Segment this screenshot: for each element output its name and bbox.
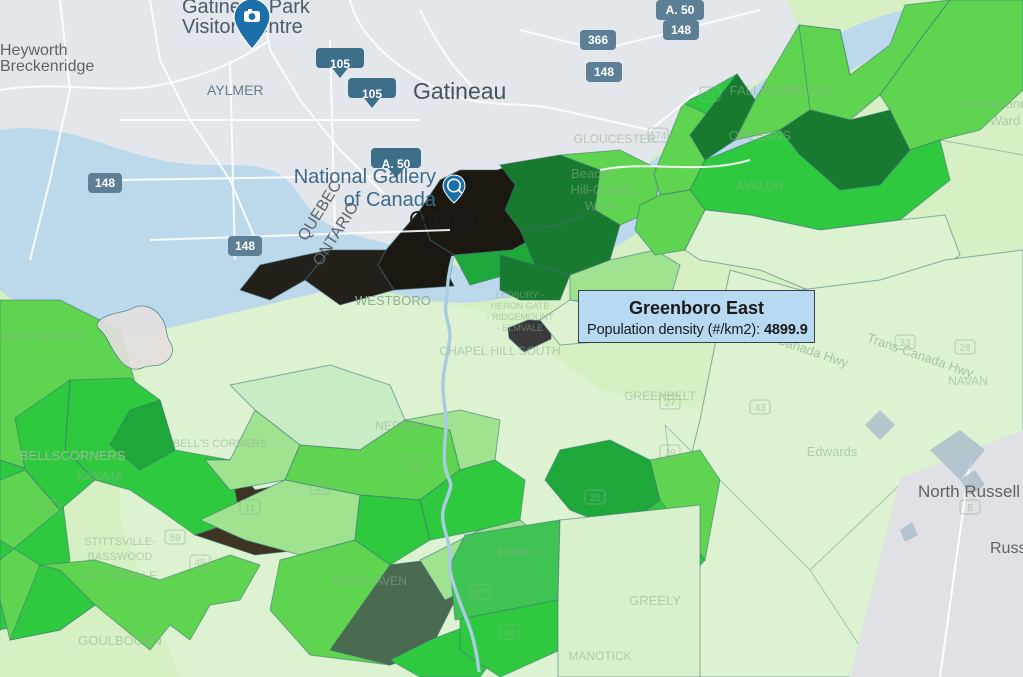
svg-text:11: 11 — [245, 503, 256, 514]
svg-text:8: 8 — [967, 503, 973, 514]
svg-text:A. 50: A. 50 — [666, 3, 695, 17]
svg-text:GREENBELT: GREENBELT — [624, 389, 696, 403]
svg-text:GLOUCESTER: GLOUCESTER — [574, 132, 657, 146]
svg-text:CHAPEL HILL SOUTH: CHAPEL HILL SOUTH — [439, 344, 560, 358]
svg-text:BARRHAVEN: BARRHAVEN — [333, 574, 407, 588]
svg-text:ORLEANS: ORLEANS — [729, 128, 791, 143]
svg-text:54: 54 — [504, 628, 516, 639]
svg-text:59: 59 — [169, 533, 181, 544]
svg-text:A. 50: A. 50 — [382, 157, 411, 171]
svg-text:Ward: Ward — [990, 113, 1021, 128]
svg-text:MANOTICK: MANOTICK — [568, 649, 631, 663]
svg-text:17: 17 — [409, 458, 421, 469]
svg-text:Beacon: Beacon — [571, 166, 615, 181]
svg-text:105: 105 — [330, 57, 350, 71]
svg-text:28: 28 — [959, 343, 971, 354]
svg-text:43: 43 — [754, 403, 766, 414]
svg-text:19: 19 — [664, 448, 676, 459]
svg-text:49: 49 — [194, 558, 206, 569]
svg-text:BELL'S CORNERS: BELL'S CORNERS — [173, 438, 267, 450]
svg-text:37: 37 — [474, 588, 486, 599]
svg-text:LEDBURY -: LEDBURY - — [496, 290, 544, 300]
svg-text:Hill-Cyrville: Hill-Cyrville — [571, 182, 636, 197]
svg-text:Cumberland: Cumberland — [957, 96, 1023, 111]
svg-text:- RIDGEMOUNT: - RIDGEMOUNT — [487, 312, 554, 322]
svg-text:Fisher: Fisher — [498, 545, 531, 559]
svg-text:148: 148 — [671, 23, 691, 37]
svg-text:61: 61 — [44, 503, 56, 514]
svg-text:33: 33 — [899, 338, 911, 349]
svg-text:BASSWOOD: BASSWOOD — [88, 551, 153, 563]
svg-text:KANATA: KANATA — [77, 469, 123, 483]
svg-text:- ELMVALE: - ELMVALE — [497, 323, 543, 333]
svg-text:GREELY: GREELY — [629, 593, 681, 608]
svg-text:NEPEAN: NEPEAN — [375, 419, 424, 433]
svg-text:57: 57 — [704, 90, 716, 101]
svg-text:148: 148 — [95, 176, 115, 190]
svg-text:SOUTH MARCH: SOUTH MARCH — [0, 329, 85, 343]
svg-text:Ward: Ward — [585, 198, 616, 213]
svg-text:105: 105 — [362, 87, 382, 101]
svg-text:STITTSVILLE-: STITTSVILLE- — [84, 536, 156, 548]
svg-text:HERON GATE: HERON GATE — [491, 301, 550, 311]
svg-text:AVALON: AVALON — [737, 179, 784, 193]
svg-text:STITTSVILLE: STITTSVILLE — [83, 569, 157, 583]
svg-text:13: 13 — [314, 483, 326, 494]
svg-text:366: 366 — [588, 33, 608, 47]
svg-text:Edwards: Edwards — [807, 444, 858, 459]
svg-text:148: 148 — [594, 65, 614, 79]
svg-text:25: 25 — [589, 493, 601, 504]
svg-text:NAVAN: NAVAN — [948, 374, 988, 388]
svg-text:FALLINGBROOK: FALLINGBROOK — [730, 83, 831, 98]
svg-text:GOULBOURN: GOULBOURN — [78, 633, 162, 648]
svg-text:148: 148 — [235, 239, 255, 253]
